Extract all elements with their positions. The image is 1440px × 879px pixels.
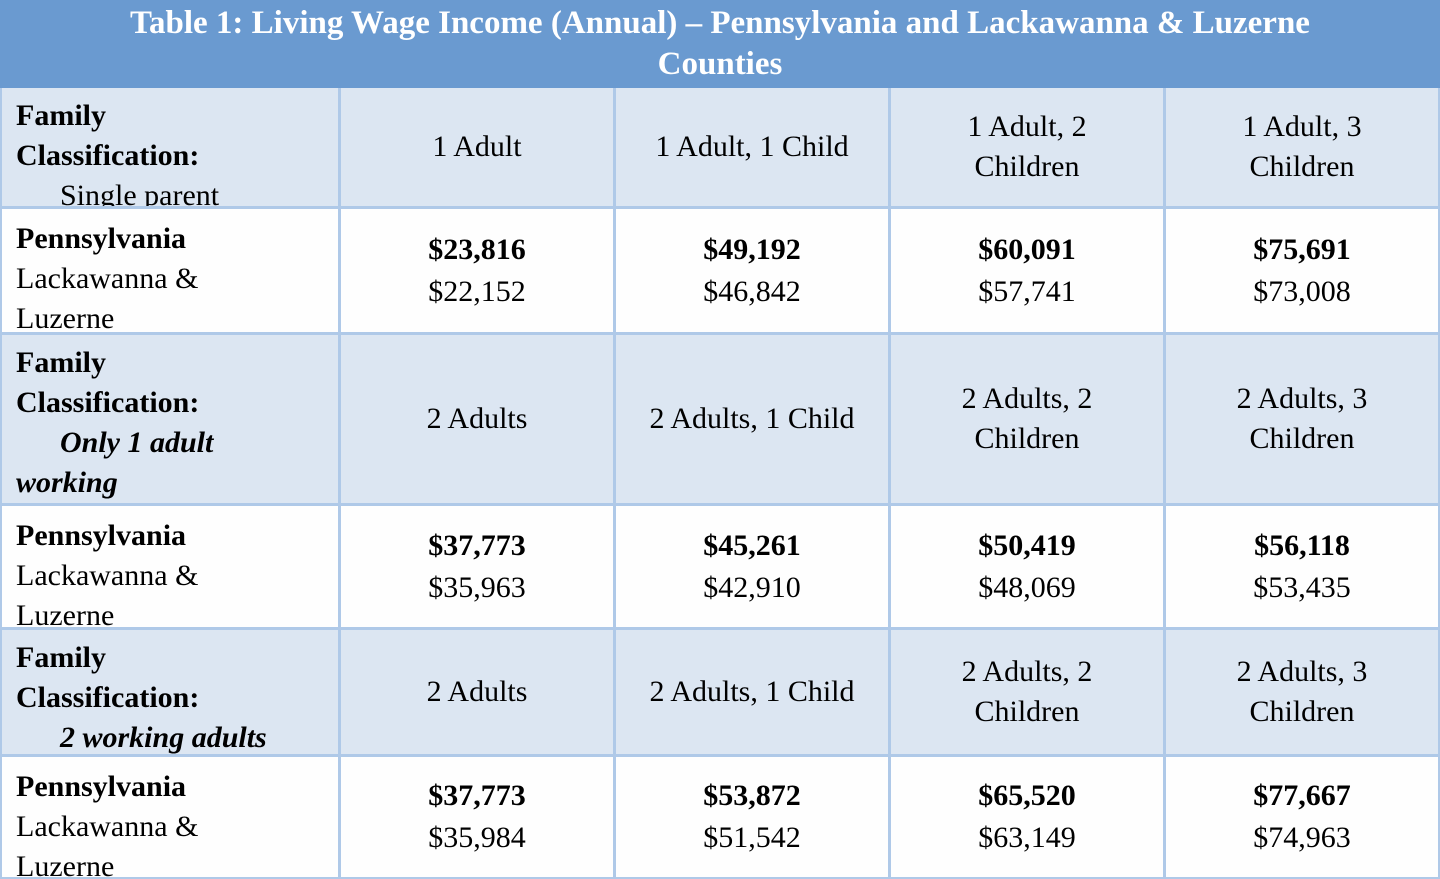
state-value: $60,091: [978, 232, 1076, 266]
state-value: $65,520: [978, 779, 1076, 812]
counties-value: $57,741: [978, 274, 1076, 308]
column-header: 2 Adults, 3 Children: [1166, 335, 1438, 503]
classification-cell-single-parent: Family Classification: Single parent: [2, 88, 338, 206]
state-value: $56,118: [1254, 528, 1350, 562]
value-cell: $49,192 $46,842: [616, 209, 888, 332]
column-header: 2 Adults: [341, 630, 613, 754]
state-value: $53,872: [703, 779, 801, 812]
value-cell: $53,872 $51,542: [616, 757, 888, 877]
classification-prefix: Family Classification:: [16, 346, 200, 419]
value-cell: $37,773 $35,984: [341, 757, 613, 877]
value-cell: $50,419 $48,069: [891, 506, 1163, 627]
counties-label: Lackawanna & Luzerne: [16, 810, 199, 877]
value-cell: $77,667 $74,963: [1166, 757, 1438, 877]
state-value: $75,691: [1253, 232, 1351, 266]
value-cell: $37,773 $35,963: [341, 506, 613, 627]
state-value: $37,773: [428, 528, 526, 562]
state-value: $45,261: [703, 528, 801, 562]
value-cell: $65,520 $63,149: [891, 757, 1163, 877]
column-header: 2 Adults: [341, 335, 613, 503]
state-value: $77,667: [1253, 779, 1351, 812]
counties-value: $74,963: [1253, 821, 1351, 854]
column-header: 2 Adults, 1 Child: [616, 630, 888, 754]
row-label-cell: Pennsylvania Lackawanna & Luzerne: [2, 506, 338, 627]
classification-subtype: Single parent: [60, 179, 220, 206]
column-header: 1 Adult, 1 Child: [616, 88, 888, 206]
column-header: 2 Adults, 2 Children: [891, 630, 1163, 754]
counties-value: $46,842: [703, 274, 801, 308]
row-label-cell: Pennsylvania Lackawanna & Luzerne: [2, 209, 338, 332]
state-value: $50,419: [978, 528, 1076, 562]
counties-label: Lackawanna & Luzerne: [16, 559, 199, 627]
classification-cell-one-adult-working: Family Classification: Only 1 adult work…: [2, 335, 338, 503]
counties-label: Lackawanna & Luzerne: [16, 262, 199, 332]
column-header: 1 Adult, 3 Children: [1166, 88, 1438, 206]
column-header: 2 Adults, 3 Children: [1166, 630, 1438, 754]
value-cell: $56,118 $53,435: [1166, 506, 1438, 627]
counties-value: $35,984: [428, 821, 526, 854]
table-grid: Family Classification: Single parent 1 A…: [0, 88, 1440, 879]
counties-value: $22,152: [428, 274, 526, 308]
classification-cell-two-working-adults: Family Classification: 2 working adults: [2, 630, 338, 754]
column-header: 1 Adult: [341, 88, 613, 206]
classification-subtype: 2 working adults: [60, 721, 267, 754]
state-value: $23,816: [428, 232, 526, 266]
column-header: 2 Adults, 2 Children: [891, 335, 1163, 503]
counties-value: $48,069: [978, 570, 1076, 604]
counties-value: $63,149: [978, 821, 1076, 854]
classification-prefix: Family Classification:: [16, 99, 200, 172]
value-cell: $23,816 $22,152: [341, 209, 613, 332]
state-label: Pennsylvania: [16, 770, 187, 803]
counties-value: $35,963: [428, 570, 526, 604]
value-cell: $45,261 $42,910: [616, 506, 888, 627]
state-label: Pennsylvania: [16, 222, 187, 255]
state-value: $49,192: [703, 232, 801, 266]
counties-value: $51,542: [703, 821, 801, 854]
value-cell: $60,091 $57,741: [891, 209, 1163, 332]
state-label: Pennsylvania: [16, 519, 187, 552]
counties-value: $42,910: [703, 570, 801, 604]
table-title-bar: Table 1: Living Wage Income (Annual) – P…: [0, 0, 1440, 88]
row-label-cell: Pennsylvania Lackawanna & Luzerne: [2, 757, 338, 877]
column-header: 2 Adults, 1 Child: [616, 335, 888, 503]
counties-value: $53,435: [1253, 570, 1351, 604]
state-value: $37,773: [428, 779, 526, 812]
value-cell: $75,691 $73,008: [1166, 209, 1438, 332]
classification-subtype: Only 1 adult working: [16, 426, 214, 499]
table-title: Table 1: Living Wage Income (Annual) – P…: [130, 5, 1310, 82]
counties-value: $73,008: [1253, 274, 1351, 308]
classification-prefix: Family Classification:: [16, 641, 200, 714]
column-header: 1 Adult, 2 Children: [891, 88, 1163, 206]
